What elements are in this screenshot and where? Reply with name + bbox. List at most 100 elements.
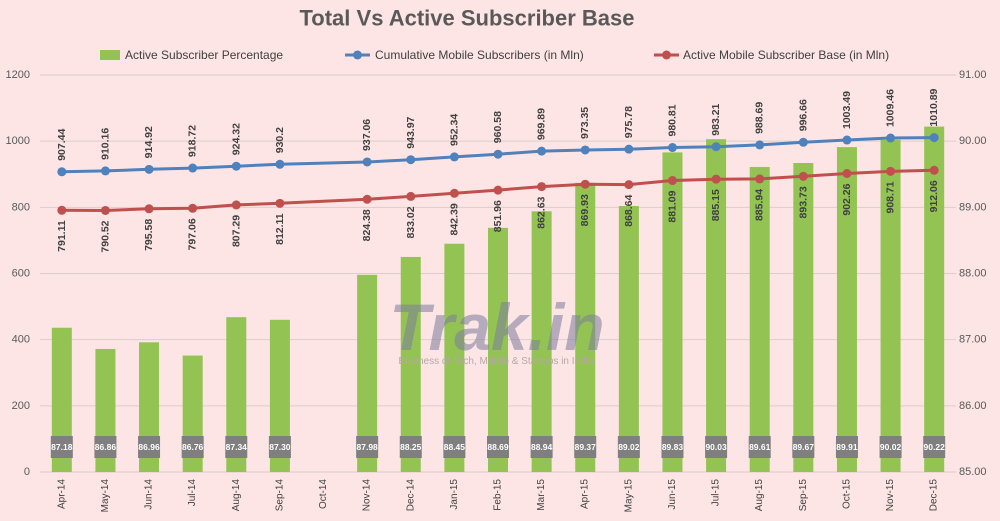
legend-label-active-subscriber-percentage: Active Subscriber Percentage <box>125 48 283 62</box>
active-mobile-subscriber-base-in-mln-data-label: 791.11 <box>56 220 68 252</box>
right-axis-tick-label: 90.00 <box>959 135 987 147</box>
active-mobile-subscriber-base-in-mln-data-label: 790.52 <box>99 220 111 252</box>
x-axis-tick-label: Jan-15 <box>449 479 460 510</box>
active-subscriber-percentage-bar <box>618 206 639 472</box>
cumulative-mobile-subscribers-in-mln-marker <box>231 161 241 171</box>
active-subscriber-percentage-data-label: 88.69 <box>487 442 509 452</box>
x-axis-tick-label: Jul-15 <box>711 479 722 507</box>
active-subscriber-percentage-label-box <box>225 436 248 458</box>
active-mobile-subscriber-base-in-mln-data-label: 795.58 <box>143 219 155 251</box>
active-mobile-subscriber-base-in-mln-marker <box>798 171 808 181</box>
cumulative-mobile-subscribers-in-mln-marker <box>449 152 459 162</box>
left-axis: 0 200 400 600 800 1000 1200 <box>6 69 30 478</box>
active-subscriber-percentage-label-box <box>50 436 73 458</box>
active-subscriber-percentage-bar <box>488 227 508 472</box>
active-mobile-subscriber-base-in-mln-data-label: 869.93 <box>579 194 591 226</box>
cumulative-mobile-subscribers-in-mln-marker <box>188 163 198 173</box>
active-subscriber-percentage-label-box <box>574 436 597 458</box>
cumulative-mobile-subscribers-in-mln-data-label: 975.78 <box>623 106 635 138</box>
cumulative-mobile-subscribers-in-mln-marker <box>624 144 634 154</box>
active-mobile-subscriber-base-in-mln-data-label: 902.26 <box>841 183 853 215</box>
active-mobile-subscriber-base-in-mln-marker <box>493 185 503 195</box>
active-subscriber-percentage-bar <box>575 182 596 472</box>
active-subscriber-percentage-label-box <box>268 436 291 458</box>
active-mobile-subscriber-base-in-mln-line <box>60 168 936 212</box>
active-mobile-subscriber-base-in-mln-data-label: 881.09 <box>666 190 678 222</box>
cumulative-mobile-subscribers-in-mln-marker <box>842 135 852 145</box>
active-subscriber-percentage-data-label: 89.67 <box>793 442 815 452</box>
cumulative-mobile-subscribers-in-mln-marker <box>406 155 416 165</box>
active-subscriber-percentage-label-box <box>661 436 684 458</box>
active-mobile-subscriber-base-in-mln-marker <box>449 188 459 198</box>
active-subscriber-percentage-label-box <box>530 436 553 458</box>
active-subscriber-percentage-data-label: 87.30 <box>269 442 291 452</box>
active-subscriber-percentage-label-box <box>181 436 204 458</box>
active-subscriber-percentage-label-box <box>835 436 858 458</box>
cumulative-mobile-subscribers-in-mln-data-label: 943.97 <box>405 116 417 148</box>
active-subscriber-percentage-data-label: 89.61 <box>749 442 771 452</box>
x-axis-tick-label: Aug-14 <box>231 479 242 512</box>
cumulative-mobile-subscribers-in-mln-data-label: 910.16 <box>99 128 111 160</box>
cumulative-mobile-subscribers-in-mln-marker <box>100 166 110 176</box>
cumulative-mobile-subscribers-in-mln-data-label: 1010.89 <box>928 88 940 126</box>
active-subscriber-percentage-data-label: 89.91 <box>836 442 858 452</box>
active-subscriber-percentage-data-label: 90.02 <box>880 442 902 452</box>
left-axis-tick-label: 800 <box>12 201 30 213</box>
watermark: Trak.in Business of Tech, Mobile & Start… <box>389 290 604 367</box>
active-mobile-subscriber-base-in-mln-marker <box>57 205 67 215</box>
cumulative-mobile-subscribers-in-mln-data-label: 988.69 <box>754 102 766 134</box>
x-axis-tick-label: Jul-14 <box>187 479 198 507</box>
left-axis-tick-label: 1200 <box>6 69 30 81</box>
left-axis-tick-label: 400 <box>12 334 30 346</box>
active-subscriber-percentage-data-label: 88.94 <box>531 442 553 452</box>
cumulative-mobile-subscribers-in-mln-data-label: 930.2 <box>274 127 286 153</box>
active-mobile-subscriber-base-in-mln-data-label: 912.06 <box>928 180 940 212</box>
active-subscriber-percentage-label-box <box>748 436 771 458</box>
active-mobile-subscriber-base-in-mln-marker <box>144 204 154 214</box>
legend-label-cumulative-subscribers: Cumulative Mobile Subscribers (in Mln) <box>375 48 584 62</box>
active-subscriber-percentage-bar <box>357 274 378 472</box>
cumulative-mobile-subscribers-in-mln-data-label: 983.21 <box>710 103 722 135</box>
cumulative-mobile-subscribers-in-mln-marker <box>57 167 67 177</box>
active-subscriber-percentage-label-box <box>487 436 509 458</box>
x-axis-tick-label: May-14 <box>100 479 111 513</box>
cumulative-mobile-subscribers-in-mln-marker <box>362 157 372 167</box>
legend-swatch-bar <box>100 50 120 60</box>
cumulative-mobile-subscribers-in-mln-data-label: 969.89 <box>536 108 548 140</box>
active-mobile-subscriber-base-in-mln-marker <box>275 198 285 208</box>
cumulative-mobile-subscribers-in-mln-data-label: 952.34 <box>448 114 460 146</box>
active-subscriber-percentage-bar <box>444 243 465 472</box>
active-mobile-subscriber-base-in-mln-data-label: 851.96 <box>492 200 504 232</box>
active-subscriber-percentage-data-label: 87.98 <box>357 442 379 452</box>
right-axis-tick-label: 91.00 <box>959 69 987 81</box>
active-subscriber-percentage-label-box <box>705 436 728 458</box>
active-subscriber-percentage-data-label: 90.22 <box>924 442 946 452</box>
active-subscriber-percentage-bar <box>531 211 552 472</box>
active-subscriber-percentage-bar <box>226 317 247 472</box>
active-mobile-subscriber-base-in-mln-data-label: 893.73 <box>797 186 809 218</box>
active-subscriber-percentage-data-label: 87.18 <box>51 442 73 452</box>
line-data-labels: 907.44 910.16 914.92 918.72 924.32 930.2 937.0… <box>56 88 940 252</box>
active-mobile-subscriber-base-in-mln-marker <box>667 176 677 186</box>
active-subscriber-percentage-data-label: 88.45 <box>444 442 466 452</box>
cumulative-mobile-subscribers-in-mln-marker <box>537 146 547 156</box>
right-axis: 85.00 86.00 87.00 88.00 89.00 90.00 91.00 <box>959 69 987 478</box>
x-axis-tick-label: Aug-15 <box>754 479 765 512</box>
cumulative-mobile-subscribers-in-mln-marker <box>886 133 896 143</box>
active-subscriber-percentage-data-label: 86.86 <box>95 442 117 452</box>
active-subscriber-percentage-data-label: 89.83 <box>662 442 684 452</box>
x-axis-tick-label: Oct-14 <box>318 479 329 509</box>
x-axis-tick-label: Mar-15 <box>536 479 547 511</box>
watermark-logo: Trak.in <box>389 290 604 364</box>
cumulative-mobile-subscribers-in-mln-line <box>60 136 936 174</box>
active-subscriber-percentage-data-label: 86.76 <box>182 442 204 452</box>
cumulative-mobile-subscribers-in-mln-marker <box>755 140 765 150</box>
x-axis-tick-label: Nov-14 <box>362 479 373 512</box>
left-axis-tick-label: 0 <box>24 466 30 478</box>
left-axis-tick-label: 1000 <box>6 135 30 147</box>
active-subscriber-percentage-label-box <box>923 436 946 458</box>
active-subscriber-percentage-data-label: 90.03 <box>705 442 727 452</box>
active-subscriber-percentage-label-box <box>94 436 117 458</box>
cumulative-mobile-subscribers-in-mln-data-label: 980.81 <box>666 104 678 136</box>
